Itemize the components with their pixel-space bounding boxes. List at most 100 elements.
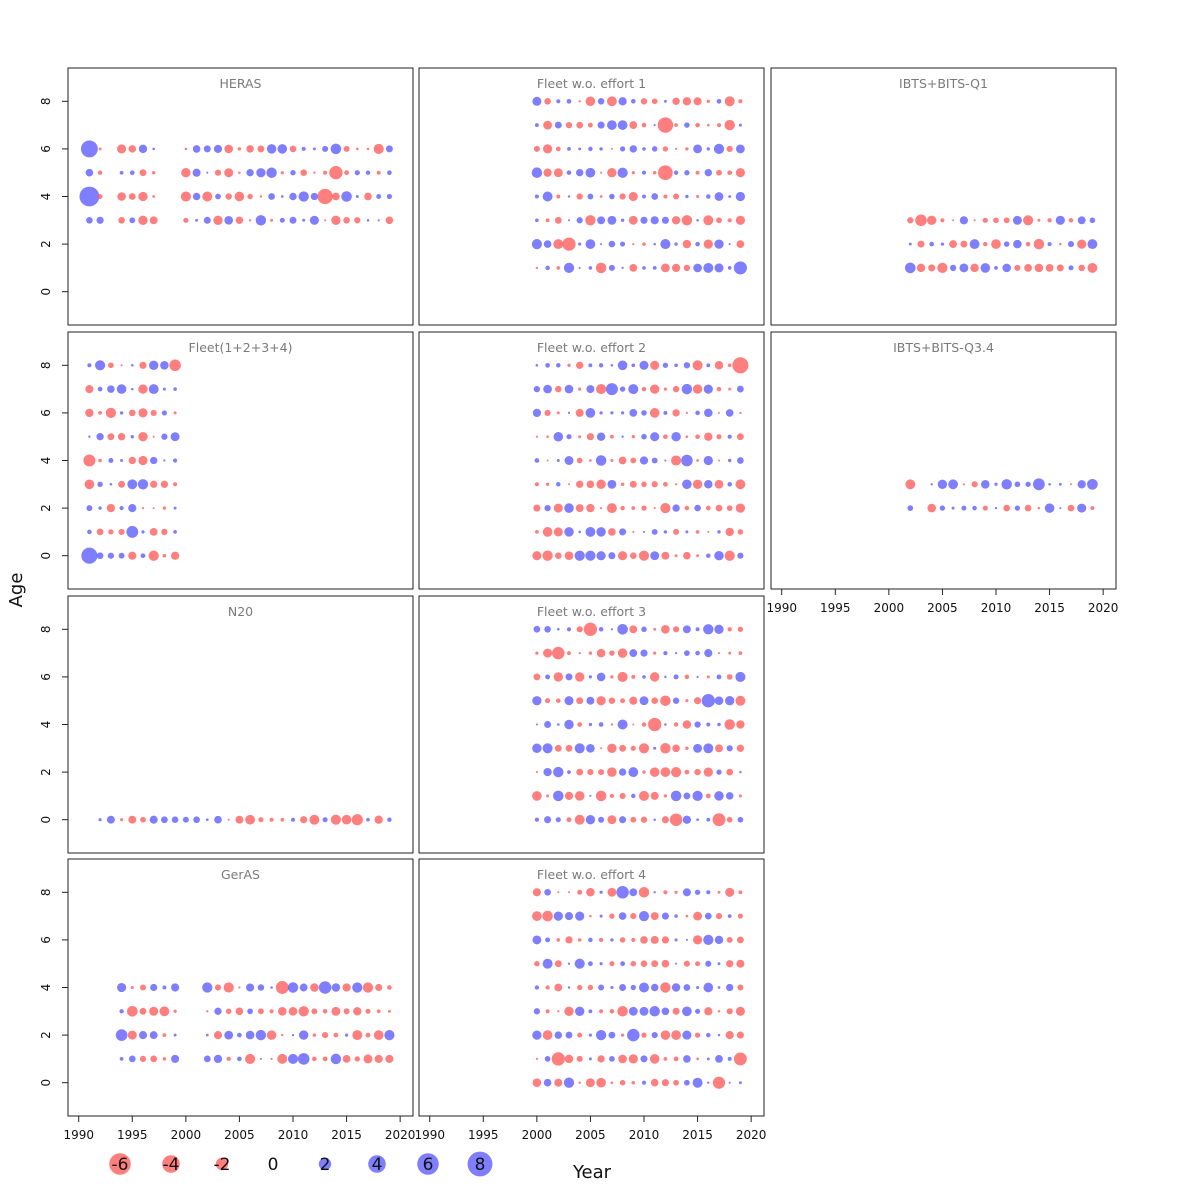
bubble	[98, 458, 102, 463]
bubble	[532, 888, 541, 897]
bubble	[342, 1055, 351, 1063]
bubble	[707, 123, 710, 127]
bubble	[682, 625, 691, 634]
bubble	[629, 625, 638, 634]
bubble	[585, 1078, 595, 1088]
bubble	[714, 239, 724, 249]
bubble	[692, 790, 703, 802]
bubble	[596, 527, 606, 537]
bubble	[557, 891, 560, 894]
bubble	[939, 505, 946, 511]
bubble	[309, 814, 320, 825]
bubble	[738, 651, 743, 655]
bubble	[674, 554, 678, 558]
bubble	[366, 147, 370, 151]
bubble	[108, 529, 114, 535]
bubble	[354, 1056, 360, 1062]
bubble	[270, 986, 273, 989]
bubble	[553, 431, 564, 442]
bubble	[595, 455, 607, 466]
y-tick-label: 6	[39, 409, 53, 417]
bubble	[534, 482, 540, 487]
bubble	[685, 914, 689, 918]
bubble	[138, 1031, 148, 1040]
bubble	[738, 123, 742, 127]
bubble	[576, 121, 584, 129]
bubble	[596, 479, 606, 490]
bubble	[565, 673, 573, 681]
bubble	[620, 961, 626, 967]
bubble	[213, 1031, 223, 1040]
bubble	[149, 1031, 158, 1040]
bubble	[532, 743, 542, 754]
bubble	[736, 959, 745, 968]
bubble	[544, 97, 551, 105]
bubble	[596, 1077, 606, 1088]
bubble	[693, 97, 702, 106]
bubble	[695, 410, 700, 416]
bubble	[732, 357, 749, 374]
bubble	[98, 147, 102, 151]
bubble	[703, 215, 714, 226]
bubble	[1067, 241, 1075, 248]
bubble	[556, 627, 560, 631]
bubble	[299, 983, 308, 992]
bubble	[1025, 481, 1031, 487]
bubble	[588, 363, 593, 368]
bubble	[280, 171, 284, 175]
bubble	[555, 146, 561, 152]
bubble	[86, 505, 93, 512]
bubble	[542, 958, 553, 969]
bubble	[543, 1078, 552, 1087]
bubble	[586, 480, 595, 489]
bubble	[553, 527, 563, 537]
bubble	[1047, 242, 1052, 247]
bubble	[949, 240, 958, 249]
bubble	[695, 241, 700, 247]
bubble	[1069, 483, 1073, 486]
bubble	[631, 99, 636, 104]
bubble	[705, 505, 711, 511]
bubble	[717, 890, 721, 894]
bubble	[610, 459, 614, 462]
bubble	[150, 456, 158, 465]
bubble	[653, 124, 656, 127]
bubble	[619, 1079, 626, 1086]
bubble	[617, 648, 628, 658]
bubble	[554, 1031, 563, 1039]
bubble	[610, 411, 614, 415]
bubble	[223, 982, 234, 993]
bubble	[737, 529, 744, 535]
bubble	[674, 363, 678, 368]
bubble	[661, 959, 670, 968]
bubble	[727, 266, 732, 270]
bubble	[704, 480, 713, 489]
bubble	[620, 1033, 625, 1037]
panel-title: Fleet(1+2+3+4)	[189, 340, 293, 355]
panel-8: Fleet w.o. effort 3	[418, 595, 765, 854]
y-tick-label: 2	[39, 1031, 53, 1039]
bubble	[1045, 264, 1054, 272]
bubble	[674, 483, 678, 486]
x-tick-label: 2005	[224, 1128, 255, 1142]
bubble	[161, 410, 167, 416]
bubble	[671, 1030, 681, 1040]
bubble	[1059, 507, 1062, 510]
bubble	[706, 553, 711, 558]
bubble	[641, 505, 647, 511]
bubble	[631, 793, 636, 799]
bubble	[269, 1009, 274, 1014]
bubble	[641, 433, 647, 440]
bubble	[106, 815, 115, 824]
bubble	[577, 984, 583, 991]
bubble	[564, 719, 574, 730]
x-tick-label: 1990	[766, 601, 797, 615]
bubble	[629, 696, 638, 705]
bubble	[365, 1032, 371, 1038]
bubble	[238, 986, 241, 989]
bubble	[298, 1006, 309, 1017]
bubble	[127, 479, 138, 490]
bubble	[649, 672, 660, 682]
bubble	[642, 147, 646, 151]
bubble	[651, 528, 658, 535]
